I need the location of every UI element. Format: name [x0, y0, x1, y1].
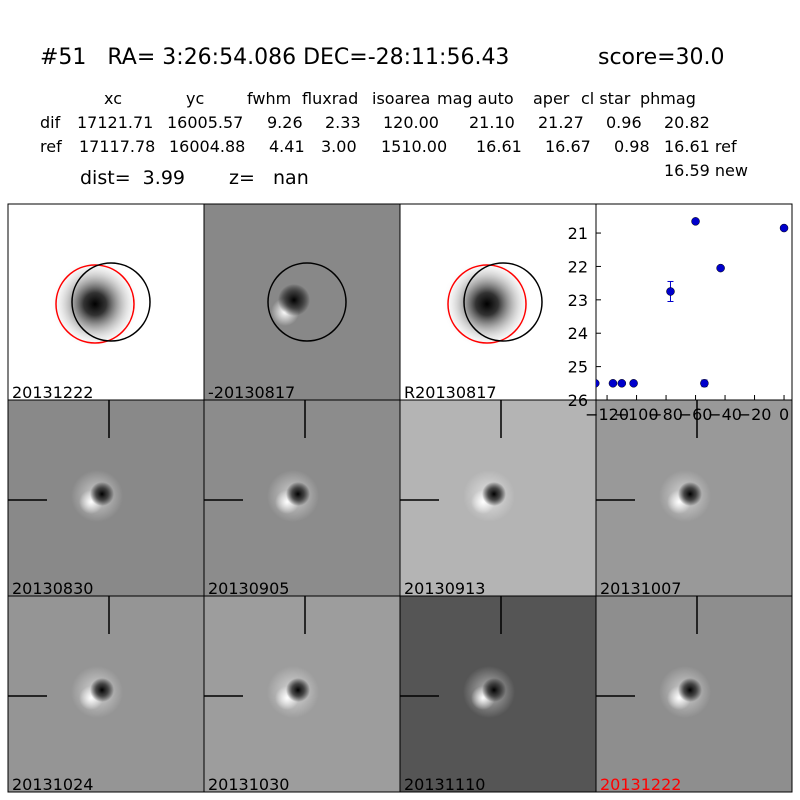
table-cell: 21.27 [538, 113, 584, 132]
x-tick-label: −40 [708, 405, 742, 424]
table-cell: 0.96 [606, 113, 642, 132]
table-header: isoarea [372, 89, 430, 108]
source [482, 678, 506, 702]
table-header: aper [533, 89, 570, 108]
table-header: phmag [640, 89, 696, 108]
table-cell: 21.10 [469, 113, 515, 132]
table-cell: 3.00 [321, 137, 357, 156]
table-cell: dif [40, 113, 61, 132]
score: score=30.0 [598, 45, 725, 70]
panel-label: 20131222 [600, 775, 681, 794]
table-cell: 0.98 [614, 137, 650, 156]
panel-label: R20130817 [404, 383, 497, 402]
table-header: fwhm [247, 89, 291, 108]
source [286, 678, 310, 702]
point [716, 263, 725, 273]
table-cell: 120.00 [383, 113, 439, 132]
x-tick-label: 0 [779, 405, 789, 424]
panel-label: 20131024 [12, 775, 93, 794]
title: #51 RA= 3:26:54.086 DEC=-28:11:56.43 [40, 45, 509, 70]
y-tick-label: 24 [568, 324, 588, 343]
table-cell: 9.26 [267, 113, 303, 132]
panel-label: 20130830 [12, 579, 93, 598]
x-tick-label: −20 [738, 405, 772, 424]
y-tick-label: 21 [568, 224, 588, 243]
x-tick-label: −80 [649, 405, 683, 424]
points [596, 217, 789, 388]
panel-label: -20130817 [208, 383, 295, 402]
y-tick-label: 22 [568, 257, 588, 276]
panel-label: 20130905 [208, 579, 289, 598]
source [442, 259, 532, 349]
table-cell: ref [40, 137, 62, 156]
source [286, 482, 310, 506]
table-cell: 16004.88 [169, 137, 245, 156]
table-header: fluxrad [302, 89, 358, 108]
x-tick-label: −100 [615, 405, 659, 424]
table-cell: 16.61 ref [664, 137, 737, 156]
dist: dist= 3.99 [80, 167, 185, 189]
panel-label: 20131030 [208, 775, 289, 794]
source [678, 482, 702, 506]
y-tick-label: 23 [568, 291, 588, 310]
y-tick-label: 26 [568, 391, 588, 410]
table-header: cl star [581, 89, 631, 108]
table-cell: 4.41 [269, 137, 305, 156]
panel-label: 20130913 [404, 579, 485, 598]
ref-circle [55, 264, 135, 344]
table-header: xc [104, 89, 122, 108]
table-cell: 1510.00 [381, 137, 447, 156]
source [482, 482, 506, 506]
point [779, 223, 789, 233]
table-cell: 20.82 [664, 113, 710, 132]
table-cell: 16005.57 [167, 113, 243, 132]
plot-area [595, 203, 793, 401]
table-cell: 17117.78 [79, 137, 155, 156]
point [666, 287, 675, 296]
table-header: yc [186, 89, 204, 108]
table-header: mag auto [437, 89, 514, 108]
point [700, 379, 709, 388]
source [90, 482, 114, 506]
ref-circle [447, 264, 527, 344]
z: z= nan [229, 167, 309, 189]
source [678, 678, 702, 702]
point [691, 217, 700, 226]
point [617, 379, 627, 388]
panel-label: 20131222 [12, 383, 93, 402]
table-cell: 16.59 new [664, 161, 748, 180]
source [90, 678, 114, 702]
panel-label: 20131110 [404, 775, 485, 794]
point [608, 379, 618, 388]
point [596, 379, 600, 388]
point [629, 379, 638, 388]
det-circle [71, 262, 151, 342]
panel-label: 20131007 [600, 579, 681, 598]
y-tick-label: 25 [568, 358, 588, 377]
table-cell: 16.61 [476, 137, 522, 156]
source [278, 284, 310, 316]
table-cell: 2.33 [325, 113, 361, 132]
x-tick-label: −60 [679, 405, 713, 424]
det-circle [267, 262, 347, 342]
det-circle [463, 262, 543, 342]
source [50, 259, 140, 349]
x-tick-label: −120 [585, 405, 629, 424]
table-cell: 16.67 [545, 137, 591, 156]
table-cell: 17121.71 [77, 113, 153, 132]
